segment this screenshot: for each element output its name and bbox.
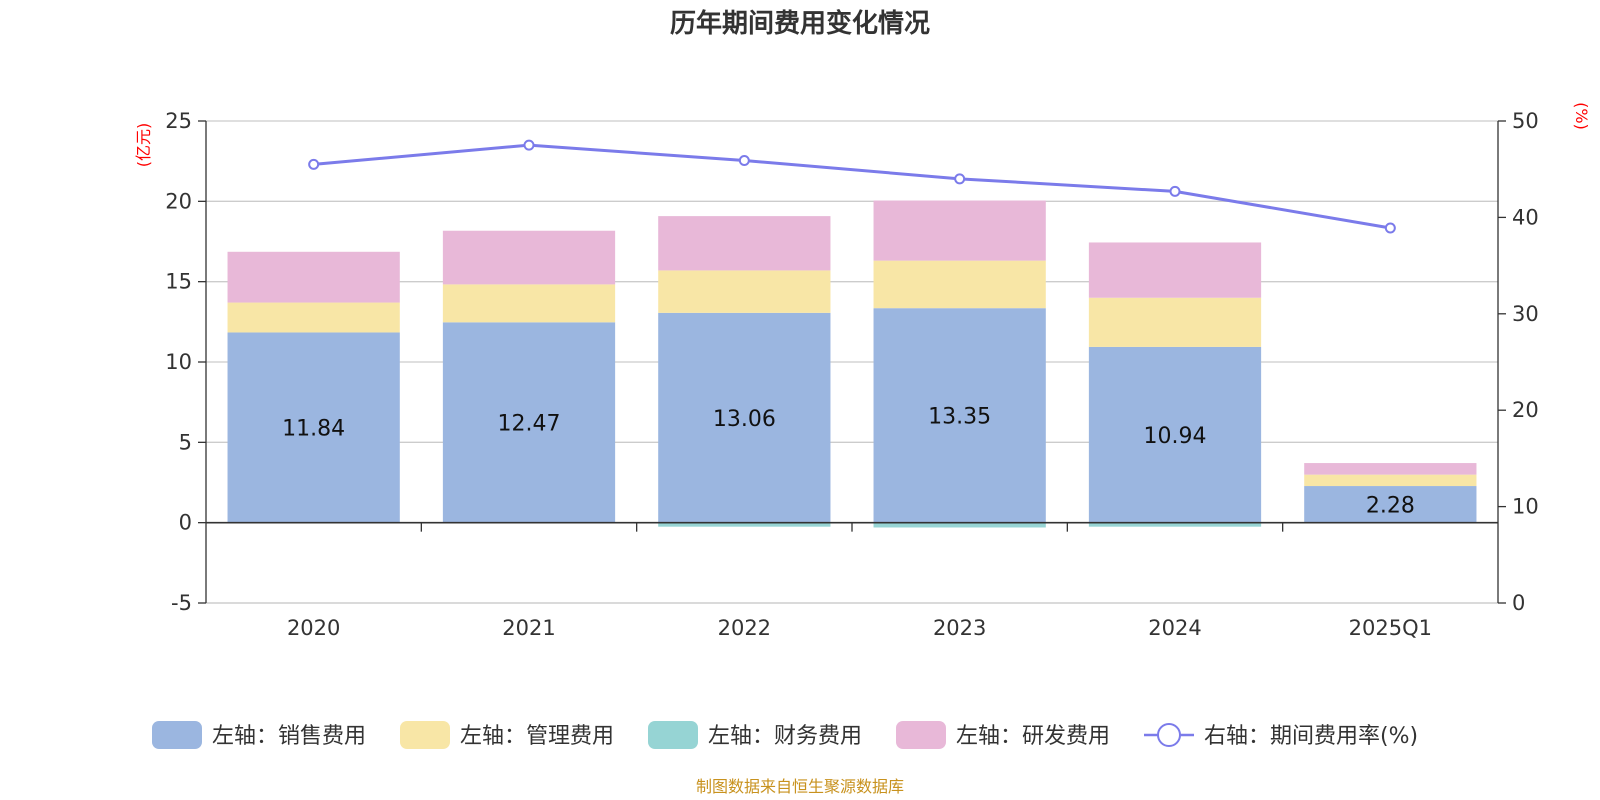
legend-marker-icon xyxy=(1157,723,1181,747)
bar-segment xyxy=(1088,242,1262,298)
bar-segment xyxy=(1304,486,1477,523)
axes: -5 0 5 10 15 20 25 0 10 20 30 40 50 2020 2021 2022 2023 2… xyxy=(165,109,1538,640)
rate-point xyxy=(523,139,535,151)
bar-segment xyxy=(658,270,831,313)
left-tick-label: 15 xyxy=(165,270,192,294)
bar-segment xyxy=(873,522,1046,528)
data-label: 13.06 xyxy=(713,407,776,432)
rate-point xyxy=(738,155,750,167)
right-tick-label: 30 xyxy=(1512,302,1539,326)
legend-label: 左轴：财务费用 xyxy=(708,724,862,749)
legend-label: 左轴：研发费用 xyxy=(956,724,1110,749)
data-label: 13.35 xyxy=(928,404,991,429)
source-note: 制图数据来自恒生聚源数据库 xyxy=(696,777,904,796)
rate-line xyxy=(308,139,1396,234)
legend: 左轴：销售费用 左轴：管理费用 左轴：财务费用 左轴：研发费用 右轴：期间费用率(%) xyxy=(152,721,1418,749)
rate-point xyxy=(308,158,320,170)
left-tick-label: 25 xyxy=(165,109,192,133)
bar-segment xyxy=(1304,474,1477,487)
left-axis-unit: (亿元) xyxy=(134,123,153,168)
bar-segment xyxy=(1088,522,1262,527)
data-label: 10.94 xyxy=(1144,424,1207,449)
rate-point xyxy=(954,173,966,185)
legend-swatch-icon xyxy=(896,721,946,749)
legend-swatch-icon xyxy=(648,721,698,749)
rate-point xyxy=(1169,185,1181,197)
bar-segment xyxy=(873,308,1046,523)
data-labels: 11.84 12.47 13.06 13.35 10.94 2.28 xyxy=(282,404,1415,518)
bar-segment xyxy=(658,216,831,271)
x-tick-label: 2021 xyxy=(502,616,555,640)
legend-label: 左轴：销售费用 xyxy=(212,724,366,749)
bar-segment xyxy=(1304,463,1477,475)
legend-label: 右轴：期间费用率(%) xyxy=(1204,724,1418,749)
bar-segment xyxy=(442,284,616,323)
legend-label: 左轴：管理费用 xyxy=(460,724,614,749)
bar-segment xyxy=(1088,346,1262,523)
left-tick-label: 0 xyxy=(179,511,192,535)
gridlines xyxy=(206,120,1498,604)
bar-segment xyxy=(442,322,616,523)
x-tick-label: 2025Q1 xyxy=(1349,616,1432,640)
data-label: 11.84 xyxy=(282,417,345,442)
bar-segment xyxy=(658,522,831,527)
bar-segment xyxy=(873,260,1046,309)
data-label: 2.28 xyxy=(1366,493,1415,518)
right-tick-label: 0 xyxy=(1512,591,1525,615)
bar-segment xyxy=(227,332,400,523)
bar-segment xyxy=(873,200,1046,261)
left-tick-label: -5 xyxy=(171,591,192,615)
x-tick-label: 2020 xyxy=(287,616,340,640)
bar-segment xyxy=(227,302,400,333)
bar-segment xyxy=(442,230,616,285)
right-tick-label: 10 xyxy=(1512,495,1539,519)
x-tick-label: 2022 xyxy=(718,616,771,640)
legend-swatch-icon xyxy=(400,721,450,749)
data-label: 12.47 xyxy=(498,411,561,436)
bar-segment xyxy=(1088,297,1262,347)
bar-segment xyxy=(227,251,400,303)
left-tick-label: 5 xyxy=(179,430,192,454)
right-axis-unit: (%) xyxy=(1572,102,1591,130)
bars xyxy=(227,200,1477,528)
rate-point xyxy=(1384,222,1396,234)
right-tick-label: 20 xyxy=(1512,398,1539,422)
legend-swatch-icon xyxy=(152,721,202,749)
left-tick-label: 10 xyxy=(165,350,192,374)
bar-segment xyxy=(658,312,831,523)
left-tick-label: 20 xyxy=(165,189,192,213)
right-tick-label: 50 xyxy=(1512,109,1539,133)
x-tick-label: 2024 xyxy=(1148,616,1201,640)
right-tick-label: 40 xyxy=(1512,205,1539,229)
chart-title: 历年期间费用变化情况 xyxy=(670,8,930,39)
x-tick-label: 2023 xyxy=(933,616,986,640)
rate-line-path xyxy=(313,143,1391,230)
